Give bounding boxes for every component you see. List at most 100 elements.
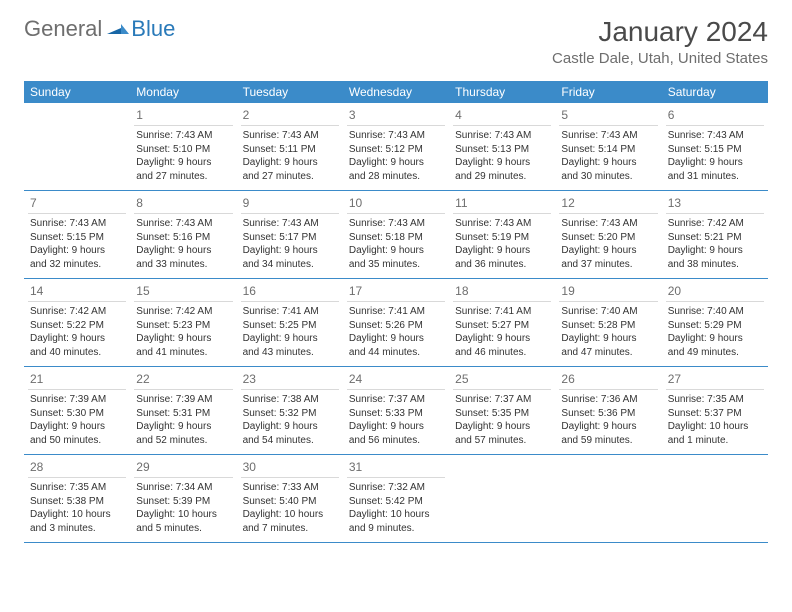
info-line-sunrise: Sunrise: 7:39 AM xyxy=(136,393,232,407)
info-line-daylight1: Daylight: 9 hours xyxy=(349,156,445,170)
info-line-sunset: Sunset: 5:10 PM xyxy=(136,143,232,157)
day-info: Sunrise: 7:43 AMSunset: 5:10 PMDaylight:… xyxy=(134,129,232,183)
day-info: Sunrise: 7:43 AMSunset: 5:11 PMDaylight:… xyxy=(241,129,339,183)
day-info: Sunrise: 7:35 AMSunset: 5:37 PMDaylight:… xyxy=(666,393,764,447)
info-line-daylight2: and 46 minutes. xyxy=(455,346,551,360)
day-cell: 3Sunrise: 7:43 AMSunset: 5:12 PMDaylight… xyxy=(343,103,449,190)
info-line-sunset: Sunset: 5:19 PM xyxy=(455,231,551,245)
info-line-daylight1: Daylight: 9 hours xyxy=(243,244,339,258)
info-line-sunrise: Sunrise: 7:43 AM xyxy=(30,217,126,231)
info-line-daylight1: Daylight: 9 hours xyxy=(455,332,551,346)
info-line-daylight1: Daylight: 9 hours xyxy=(561,156,657,170)
day-number: 21 xyxy=(28,370,126,390)
info-line-sunrise: Sunrise: 7:43 AM xyxy=(561,129,657,143)
day-cell: 6Sunrise: 7:43 AMSunset: 5:15 PMDaylight… xyxy=(662,103,768,190)
day-info: Sunrise: 7:43 AMSunset: 5:20 PMDaylight:… xyxy=(559,217,657,271)
day-cell: 31Sunrise: 7:32 AMSunset: 5:42 PMDayligh… xyxy=(343,455,449,542)
day-number: 7 xyxy=(28,194,126,214)
day-number: 18 xyxy=(453,282,551,302)
info-line-sunrise: Sunrise: 7:38 AM xyxy=(243,393,339,407)
day-cell: 19Sunrise: 7:40 AMSunset: 5:28 PMDayligh… xyxy=(555,279,661,366)
day-cell: 30Sunrise: 7:33 AMSunset: 5:40 PMDayligh… xyxy=(237,455,343,542)
day-info: Sunrise: 7:38 AMSunset: 5:32 PMDaylight:… xyxy=(241,393,339,447)
info-line-daylight2: and 35 minutes. xyxy=(349,258,445,272)
day-cell: 2Sunrise: 7:43 AMSunset: 5:11 PMDaylight… xyxy=(237,103,343,190)
info-line-daylight2: and 27 minutes. xyxy=(243,170,339,184)
day-info: Sunrise: 7:43 AMSunset: 5:19 PMDaylight:… xyxy=(453,217,551,271)
day-number: 4 xyxy=(453,106,551,126)
info-line-sunset: Sunset: 5:28 PM xyxy=(561,319,657,333)
day-info: Sunrise: 7:43 AMSunset: 5:15 PMDaylight:… xyxy=(28,217,126,271)
day-number: 26 xyxy=(559,370,657,390)
day-number: 22 xyxy=(134,370,232,390)
day-info: Sunrise: 7:43 AMSunset: 5:13 PMDaylight:… xyxy=(453,129,551,183)
info-line-daylight1: Daylight: 9 hours xyxy=(455,420,551,434)
info-line-sunset: Sunset: 5:18 PM xyxy=(349,231,445,245)
day-info: Sunrise: 7:36 AMSunset: 5:36 PMDaylight:… xyxy=(559,393,657,447)
info-line-sunrise: Sunrise: 7:43 AM xyxy=(455,129,551,143)
day-cell: 14Sunrise: 7:42 AMSunset: 5:22 PMDayligh… xyxy=(24,279,130,366)
day-cell: 27Sunrise: 7:35 AMSunset: 5:37 PMDayligh… xyxy=(662,367,768,454)
dayhead-monday: Monday xyxy=(130,81,236,103)
info-line-daylight1: Daylight: 9 hours xyxy=(561,244,657,258)
info-line-sunrise: Sunrise: 7:42 AM xyxy=(668,217,764,231)
dayhead-sunday: Sunday xyxy=(24,81,130,103)
info-line-daylight2: and 49 minutes. xyxy=(668,346,764,360)
day-info: Sunrise: 7:34 AMSunset: 5:39 PMDaylight:… xyxy=(134,481,232,535)
dayhead-wednesday: Wednesday xyxy=(343,81,449,103)
info-line-sunset: Sunset: 5:20 PM xyxy=(561,231,657,245)
info-line-daylight2: and 50 minutes. xyxy=(30,434,126,448)
info-line-daylight1: Daylight: 9 hours xyxy=(243,156,339,170)
info-line-sunset: Sunset: 5:16 PM xyxy=(136,231,232,245)
info-line-sunrise: Sunrise: 7:32 AM xyxy=(349,481,445,495)
week-row: 14Sunrise: 7:42 AMSunset: 5:22 PMDayligh… xyxy=(24,279,768,367)
info-line-daylight1: Daylight: 10 hours xyxy=(30,508,126,522)
day-number: 17 xyxy=(347,282,445,302)
day-info: Sunrise: 7:35 AMSunset: 5:38 PMDaylight:… xyxy=(28,481,126,535)
info-line-sunrise: Sunrise: 7:43 AM xyxy=(668,129,764,143)
info-line-daylight2: and 52 minutes. xyxy=(136,434,232,448)
day-cell: 9Sunrise: 7:43 AMSunset: 5:17 PMDaylight… xyxy=(237,191,343,278)
info-line-daylight2: and 34 minutes. xyxy=(243,258,339,272)
day-cell: 8Sunrise: 7:43 AMSunset: 5:16 PMDaylight… xyxy=(130,191,236,278)
info-line-daylight2: and 57 minutes. xyxy=(455,434,551,448)
info-line-daylight1: Daylight: 10 hours xyxy=(243,508,339,522)
day-cell: 11Sunrise: 7:43 AMSunset: 5:19 PMDayligh… xyxy=(449,191,555,278)
day-cell: 1Sunrise: 7:43 AMSunset: 5:10 PMDaylight… xyxy=(130,103,236,190)
day-number: 29 xyxy=(134,458,232,478)
info-line-daylight2: and 5 minutes. xyxy=(136,522,232,536)
day-info: Sunrise: 7:41 AMSunset: 5:26 PMDaylight:… xyxy=(347,305,445,359)
info-line-daylight1: Daylight: 10 hours xyxy=(136,508,232,522)
info-line-sunset: Sunset: 5:39 PM xyxy=(136,495,232,509)
info-line-daylight1: Daylight: 9 hours xyxy=(243,332,339,346)
day-cell: 24Sunrise: 7:37 AMSunset: 5:33 PMDayligh… xyxy=(343,367,449,454)
info-line-daylight2: and 9 minutes. xyxy=(349,522,445,536)
day-number: 3 xyxy=(347,106,445,126)
info-line-sunset: Sunset: 5:25 PM xyxy=(243,319,339,333)
info-line-daylight1: Daylight: 9 hours xyxy=(136,420,232,434)
day-number: 14 xyxy=(28,282,126,302)
info-line-sunset: Sunset: 5:35 PM xyxy=(455,407,551,421)
weeks-container: 1Sunrise: 7:43 AMSunset: 5:10 PMDaylight… xyxy=(24,103,768,543)
day-info: Sunrise: 7:41 AMSunset: 5:25 PMDaylight:… xyxy=(241,305,339,359)
day-info: Sunrise: 7:42 AMSunset: 5:21 PMDaylight:… xyxy=(666,217,764,271)
dayhead-friday: Friday xyxy=(555,81,661,103)
day-number: 25 xyxy=(453,370,551,390)
info-line-daylight2: and 43 minutes. xyxy=(243,346,339,360)
day-cell: 10Sunrise: 7:43 AMSunset: 5:18 PMDayligh… xyxy=(343,191,449,278)
day-number: 8 xyxy=(134,194,232,214)
day-cell: 20Sunrise: 7:40 AMSunset: 5:29 PMDayligh… xyxy=(662,279,768,366)
info-line-daylight1: Daylight: 9 hours xyxy=(30,244,126,258)
day-cell: 12Sunrise: 7:43 AMSunset: 5:20 PMDayligh… xyxy=(555,191,661,278)
day-cell: 28Sunrise: 7:35 AMSunset: 5:38 PMDayligh… xyxy=(24,455,130,542)
dayhead-row: Sunday Monday Tuesday Wednesday Thursday… xyxy=(24,81,768,103)
day-cell: 16Sunrise: 7:41 AMSunset: 5:25 PMDayligh… xyxy=(237,279,343,366)
day-cell: 23Sunrise: 7:38 AMSunset: 5:32 PMDayligh… xyxy=(237,367,343,454)
info-line-sunset: Sunset: 5:36 PM xyxy=(561,407,657,421)
info-line-sunset: Sunset: 5:40 PM xyxy=(243,495,339,509)
info-line-daylight1: Daylight: 9 hours xyxy=(136,156,232,170)
info-line-sunset: Sunset: 5:42 PM xyxy=(349,495,445,509)
info-line-daylight1: Daylight: 9 hours xyxy=(30,420,126,434)
info-line-sunrise: Sunrise: 7:41 AM xyxy=(243,305,339,319)
info-line-sunset: Sunset: 5:13 PM xyxy=(455,143,551,157)
